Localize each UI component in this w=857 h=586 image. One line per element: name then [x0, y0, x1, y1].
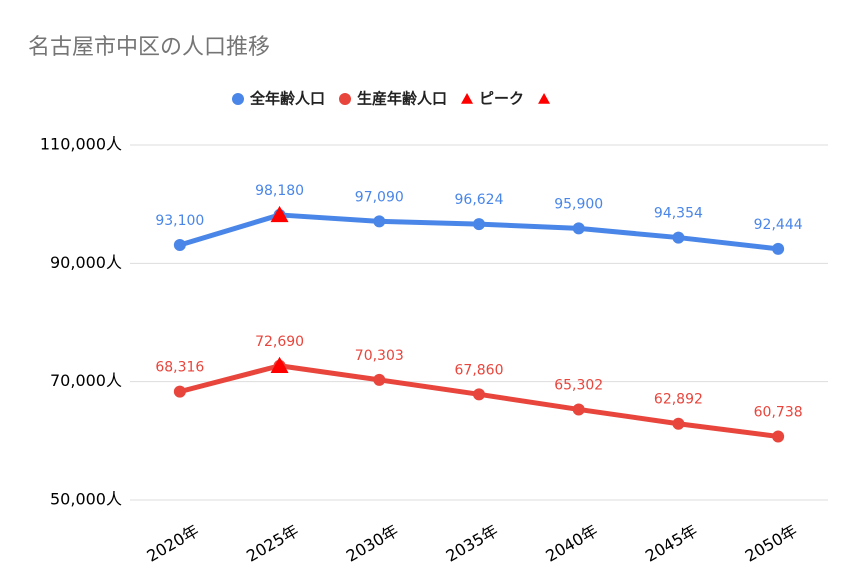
- x-tick-label: 2030年: [343, 521, 402, 566]
- data-label: 70,303: [355, 348, 404, 364]
- point: [572, 222, 585, 235]
- legend-label: 全年齢人口: [249, 90, 325, 108]
- y-tick-label: 110,000人: [40, 135, 122, 154]
- point: [772, 430, 785, 443]
- data-label: 67,860: [455, 362, 504, 378]
- legend-label: 生産年齢人口: [357, 90, 447, 108]
- data-label: 97,090: [355, 189, 404, 205]
- data-label: 95,900: [554, 196, 603, 212]
- legend-label: ピーク: [479, 90, 524, 108]
- y-tick-label: 70,000人: [50, 371, 122, 390]
- point: [373, 373, 386, 386]
- x-tick-label: 2020年: [143, 521, 202, 566]
- data-label: 62,892: [654, 392, 703, 408]
- data-label: 92,444: [754, 217, 803, 233]
- point: [373, 215, 386, 228]
- x-tick-label: 2045年: [642, 521, 701, 566]
- point: [572, 403, 585, 416]
- y-tick-label: 50,000人: [50, 490, 122, 509]
- x-tick-label: 2035年: [443, 521, 502, 566]
- point: [672, 231, 685, 244]
- point: [473, 388, 485, 401]
- data-label: 65,302: [554, 377, 603, 393]
- point: [173, 385, 186, 398]
- data-label: 93,100: [155, 213, 204, 229]
- data-label: 72,690: [255, 334, 304, 350]
- legend-marker: [461, 93, 474, 104]
- data-label: 98,180: [255, 183, 304, 199]
- data-label: 68,316: [155, 360, 204, 376]
- point: [473, 218, 485, 231]
- peak-marker: [270, 356, 289, 373]
- point: [173, 238, 186, 251]
- chart-title: 名古屋市中区の人口推移: [28, 35, 270, 60]
- legend-marker: [339, 93, 352, 105]
- point: [772, 242, 785, 255]
- data-label: 96,624: [455, 192, 504, 208]
- legend-marker: [232, 93, 244, 105]
- y-tick-label: 90,000人: [50, 253, 122, 272]
- data-label: 60,738: [754, 404, 803, 420]
- data-label: 94,354: [654, 206, 703, 222]
- legend-marker: [538, 93, 551, 104]
- x-tick-label: 2025年: [243, 521, 302, 566]
- x-tick-label: 2040年: [542, 521, 601, 566]
- peak-marker: [270, 205, 289, 223]
- x-tick-label: 2050年: [742, 521, 801, 566]
- point: [672, 417, 685, 430]
